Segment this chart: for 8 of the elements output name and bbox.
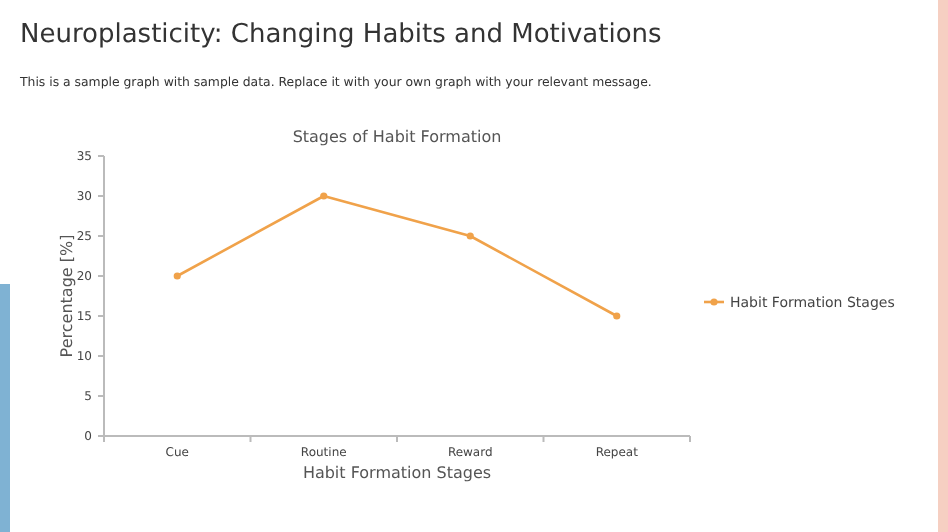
point (320, 192, 328, 200)
chart-title: Neuroplasticity: Changing Habits and Motivations (20, 20, 663, 50)
text: Stages of Habit Formation (292, 128, 502, 146)
point (466, 232, 474, 240)
y-axis-title: Percentage [%] (58, 234, 76, 358)
point (613, 312, 621, 320)
point (173, 272, 181, 280)
x-axis-title: Habit Formation Stages (302, 464, 492, 482)
